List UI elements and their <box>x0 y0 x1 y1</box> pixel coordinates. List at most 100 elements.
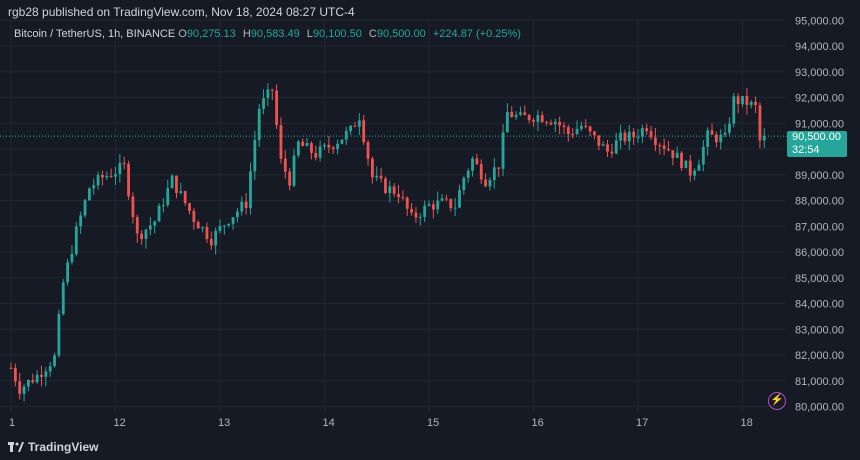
candle-body <box>310 143 313 154</box>
candle-body <box>66 262 70 283</box>
x-tick-label: 1 <box>9 417 15 429</box>
y-tick-label: 86,000.00 <box>795 247 844 259</box>
candle-body <box>658 145 662 147</box>
candle-body <box>710 130 714 135</box>
candle-body <box>140 233 144 240</box>
low-label: L <box>306 28 313 40</box>
candle-body <box>741 95 744 105</box>
candle-body <box>61 282 65 314</box>
candle-body <box>127 163 130 197</box>
high-label: H <box>242 28 251 40</box>
candle-body <box>505 112 509 133</box>
candle-body <box>205 227 209 240</box>
candle-body <box>606 144 609 152</box>
candle-body <box>680 152 683 169</box>
footer-brand-label: TradingView <box>28 440 99 454</box>
candle-body <box>327 144 331 148</box>
price-axis[interactable]: 80,000.00 81,000.00 82,000.00 83,000.00 84,0… <box>795 15 844 413</box>
candle-body <box>114 174 117 177</box>
y-tick-label: 84,000.00 <box>795 299 844 311</box>
candle-body <box>118 163 122 175</box>
candle-body <box>397 193 400 198</box>
y-tick-label: 82,000.00 <box>795 350 844 362</box>
candle-body <box>662 145 666 149</box>
candle-body <box>240 201 244 212</box>
candle-body <box>388 186 392 193</box>
candle-body <box>445 198 448 200</box>
candle-body <box>109 175 113 177</box>
x-tick-label: 16 <box>532 417 544 429</box>
candle-body <box>392 186 396 194</box>
candle-body <box>166 188 170 205</box>
candle-body <box>667 148 670 151</box>
y-tick-label: 91,000.00 <box>795 118 844 130</box>
candle-body <box>9 367 13 369</box>
candle-body <box>214 230 218 246</box>
candle-body <box>183 191 187 204</box>
y-tick-label: 87,000.00 <box>795 221 844 233</box>
candle-body <box>244 201 248 208</box>
open-value: 90,275.13 <box>186 28 236 40</box>
candle-body <box>706 130 710 147</box>
candle-body <box>87 188 91 201</box>
candle-body <box>270 89 274 91</box>
candle-body <box>484 179 488 187</box>
close-label: C <box>368 28 377 40</box>
candle-body <box>466 170 470 178</box>
candle-body <box>479 164 483 180</box>
candle-body <box>318 146 322 158</box>
candle-body <box>492 167 496 181</box>
candle-body <box>488 180 492 187</box>
candle-body <box>540 115 544 123</box>
symbol-name: Bitcoin / TetherUS, 1h, BINANCE <box>14 28 176 40</box>
candle-body <box>601 144 605 146</box>
candle-body <box>70 253 74 263</box>
candle-body <box>253 140 257 172</box>
y-tick-label: 94,000.00 <box>795 41 844 53</box>
candle-body <box>688 160 692 176</box>
candle-body <box>579 125 583 129</box>
candle-body <box>249 171 252 208</box>
candle-body <box>575 128 579 135</box>
candle-body <box>593 131 596 136</box>
high-value: 90,583.49 <box>250 28 300 40</box>
candle-body <box>501 132 505 169</box>
candle-body <box>170 175 174 189</box>
candle-body <box>31 380 35 383</box>
time-axis[interactable]: 1 12 13 14 15 16 17 18 <box>9 417 753 429</box>
open-label: O <box>178 28 187 40</box>
current-price-badge: 90,500.00 32:54 <box>787 131 847 157</box>
y-tick-label: 80,000.00 <box>795 402 844 414</box>
candle-body <box>179 191 183 194</box>
candle-body <box>736 96 740 105</box>
symbol-legend[interactable]: Bitcoin / TetherUS, 1h, BINANCE O90,275.… <box>14 28 521 40</box>
candle-body <box>640 128 644 137</box>
candle-body <box>305 143 309 147</box>
candle-body <box>514 114 518 118</box>
candle-body <box>349 125 353 132</box>
candle-body <box>96 174 100 186</box>
candle-body <box>292 155 296 186</box>
candle-body <box>410 208 413 213</box>
change-value: +224.87 (+0.25%) <box>432 28 521 40</box>
candle-body <box>35 374 39 383</box>
footer-brand[interactable]: TradingView <box>8 440 98 454</box>
candle-body <box>153 221 157 226</box>
candle-body <box>283 158 287 172</box>
candle-body <box>684 160 688 169</box>
candle-body <box>462 177 466 191</box>
candle-body <box>654 137 657 146</box>
candle-body <box>453 207 457 209</box>
flash-icon[interactable]: ⚡ <box>768 392 786 410</box>
candle-body <box>536 115 540 122</box>
candle-body <box>262 98 265 109</box>
candle-body <box>22 386 26 394</box>
candle-body <box>275 90 279 126</box>
candle-body <box>53 355 56 367</box>
candle-body <box>79 215 83 227</box>
candle-body <box>545 122 548 124</box>
candle-body <box>427 204 431 206</box>
candle-body <box>18 381 22 394</box>
candle-body <box>728 123 731 133</box>
